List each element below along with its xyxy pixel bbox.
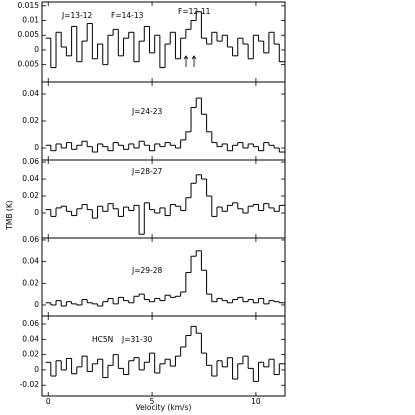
panel-frame <box>41 81 286 161</box>
panel-frame <box>41 159 286 239</box>
y-tick-label: 0.02 <box>22 116 39 125</box>
y-axis-label: TMB (K) <box>5 200 14 230</box>
annotation: J=13-12 <box>61 11 93 20</box>
y-tick-label: 0 <box>34 45 39 54</box>
arrow <box>183 55 189 67</box>
y-tick-label: -0.02 <box>20 380 40 389</box>
y-tick-label: 0.06 <box>22 319 39 328</box>
y-tick-label: 0 <box>34 365 39 374</box>
panel-frame <box>41 237 286 317</box>
y-tick-label: 0.02 <box>22 278 39 287</box>
y-tick-label: 0.005 <box>18 30 40 39</box>
annotation: J=24-23 <box>131 107 163 116</box>
y-tick-label: 0.06 <box>22 157 39 166</box>
step-riser <box>50 174 280 235</box>
y-tick-label: 0 <box>34 143 39 152</box>
annotation: J=29-28 <box>131 266 163 275</box>
y-tick-label: 0.04 <box>22 257 39 266</box>
annotation: J=28-27 <box>131 167 163 176</box>
x-tick-label: 10 <box>251 397 261 406</box>
y-tick-label: 0.06 <box>22 235 39 244</box>
y-tick-label: 0.04 <box>22 89 39 98</box>
y-tick-label: 0 <box>34 300 39 309</box>
step-riser <box>50 250 280 307</box>
y-tick-label: 0.01 <box>22 16 39 25</box>
y-tick-label: 0.02 <box>22 191 39 200</box>
annotation: F=12-11 <box>178 7 211 16</box>
y-tick-label: 0 <box>34 208 39 217</box>
annotation: J=31-30 <box>121 335 153 344</box>
step-riser <box>50 11 280 68</box>
annotation: F=14-13 <box>111 11 144 20</box>
x-axis-label: Velocity (km/s) <box>136 403 192 412</box>
panel-frame <box>41 315 286 397</box>
annotation: HC5N <box>92 335 113 344</box>
x-tick-label: 5 <box>150 397 155 406</box>
y-tick-label: 0.02 <box>22 350 39 359</box>
y-tick-label: 0.015 <box>18 1 40 10</box>
y-tick-label: 0.04 <box>22 174 39 183</box>
step-riser <box>50 326 280 382</box>
y-tick-label: 0.005 <box>18 60 40 69</box>
step-riser <box>50 98 280 153</box>
arrow <box>191 55 197 67</box>
x-tick-label: 0 <box>46 397 51 406</box>
y-tick-label: 0.04 <box>22 334 39 343</box>
